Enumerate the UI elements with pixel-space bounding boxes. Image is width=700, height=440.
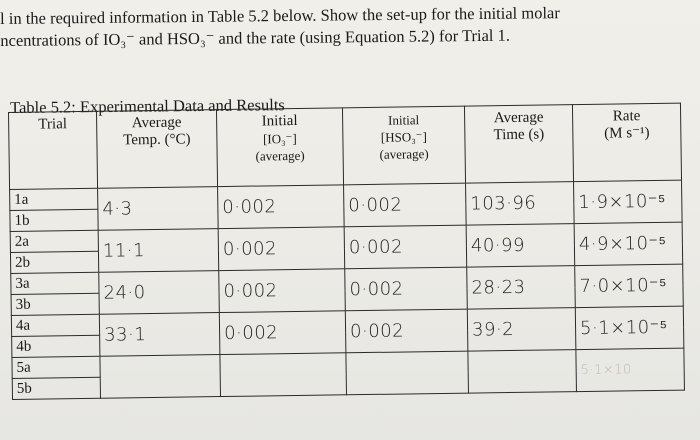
- avg-temp-cell[interactable]: 24·0: [98, 270, 220, 315]
- trial-label: 2b: [10, 251, 99, 274]
- initial-io3-cell[interactable]: 0·002: [218, 268, 346, 313]
- avg-time-cell[interactable]: 28·23: [466, 265, 576, 310]
- initial-io3-cell[interactable]: [219, 352, 347, 397]
- trial-label: 5b: [12, 377, 101, 400]
- initial-io3-cell[interactable]: 0·002: [218, 226, 345, 271]
- avg-temp-cell[interactable]: 4·3: [97, 186, 219, 231]
- trial-label: 5a: [11, 356, 101, 379]
- header-trial: Trial: [8, 111, 98, 190]
- avg-temp-cell[interactable]: [99, 354, 221, 399]
- trial-label: 1a: [9, 188, 98, 211]
- trial-label: 3b: [11, 293, 100, 316]
- initial-hso3-cell[interactable]: 0·002: [343, 183, 467, 227]
- initial-hso3-cell[interactable]: 0·002: [344, 267, 468, 311]
- trial-label: 3a: [10, 272, 100, 295]
- header-rate: Rate (M s⁻¹): [572, 103, 682, 182]
- trial-label: 4a: [11, 314, 100, 337]
- avg-time-cell[interactable]: 103·96: [465, 181, 575, 226]
- rate-cell[interactable]: 4·9×10⁻⁵: [574, 222, 683, 266]
- header-initial-hso3: Initial [HSO₃⁻] (average): [342, 106, 466, 185]
- avg-time-cell[interactable]: [467, 349, 577, 394]
- initial-io3-cell[interactable]: 0·002: [219, 310, 346, 355]
- rate-cell[interactable]: 5·1×10: [575, 348, 685, 392]
- trial-label: 2a: [10, 230, 99, 253]
- avg-temp-cell[interactable]: 11·1: [98, 228, 219, 273]
- avg-time-cell[interactable]: 39·2: [467, 307, 576, 352]
- trial-label: 4b: [11, 335, 100, 358]
- initial-hso3-cell[interactable]: 0·002: [345, 309, 468, 353]
- header-row: Trial Average Temp. (°C) Initial [IO₃⁻] (…: [8, 103, 682, 190]
- trial-label: 1b: [9, 209, 99, 232]
- header-avg-time: Average Time (s): [464, 104, 574, 184]
- header-initial-io3: Initial [IO₃⁻] (average): [216, 107, 344, 187]
- avg-temp-cell[interactable]: 33·1: [99, 312, 220, 357]
- instructions: l in the required information in Table 5…: [0, 1, 690, 52]
- rate-cell[interactable]: 1·9×10⁻⁵: [573, 180, 683, 224]
- initial-io3-cell[interactable]: 0·002: [217, 184, 345, 229]
- initial-hso3-cell[interactable]: 0·002: [344, 225, 467, 269]
- experimental-data-table: Trial Average Temp. (°C) Initial [IO₃⁻] (…: [8, 103, 685, 400]
- rate-cell[interactable]: 7·0×10⁻⁵: [574, 264, 684, 308]
- initial-hso3-cell[interactable]: [345, 351, 469, 395]
- avg-time-cell[interactable]: 40·99: [466, 223, 575, 268]
- header-avg-temp: Average Temp. (°C): [96, 109, 218, 189]
- data-table-sheet: Trial Average Temp. (°C) Initial [IO₃⁻] (…: [8, 103, 685, 430]
- rate-cell[interactable]: 5·1×10⁻⁵: [575, 306, 684, 350]
